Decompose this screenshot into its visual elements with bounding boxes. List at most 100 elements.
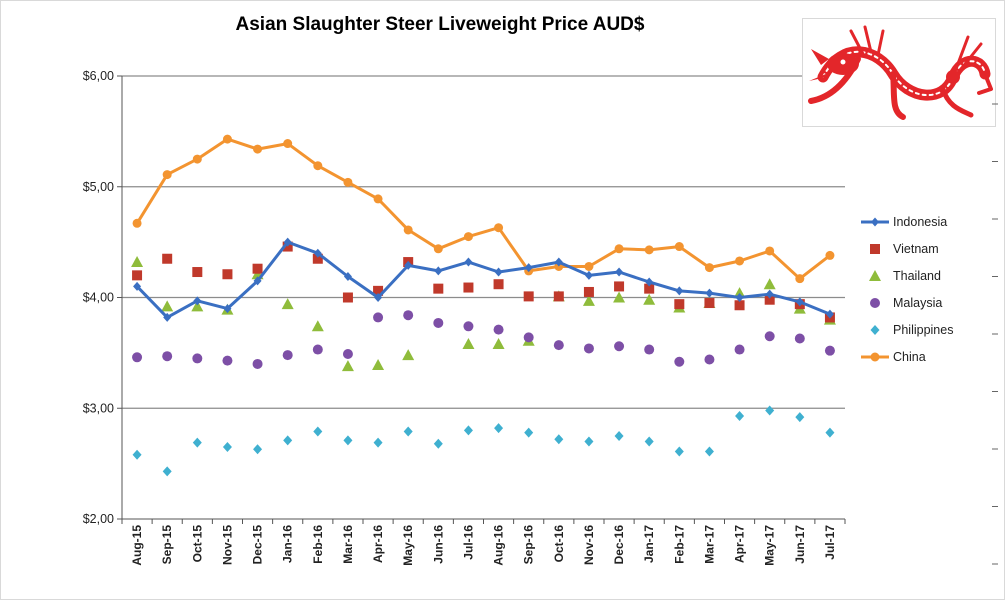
data-point [313, 161, 323, 171]
data-point [582, 294, 595, 306]
data-point [464, 257, 473, 267]
x-tick-label: Nov-15 [220, 525, 234, 565]
data-point [795, 297, 804, 307]
data-point [554, 257, 563, 267]
data-point [433, 244, 443, 254]
data-point [161, 300, 174, 312]
data-point [463, 425, 473, 436]
data-point [373, 437, 383, 448]
series-thailand [131, 256, 836, 372]
legend-marker [870, 352, 880, 362]
data-point [614, 281, 625, 292]
x-tick-label: Oct-16 [552, 525, 566, 563]
data-point [374, 293, 383, 302]
data-point [222, 269, 233, 280]
data-point [312, 344, 323, 355]
secondary-axis-ticks [992, 103, 998, 565]
data-point [253, 444, 263, 455]
data-point [132, 449, 142, 460]
data-point [583, 286, 594, 297]
data-point [192, 353, 203, 364]
data-point [524, 427, 534, 438]
data-point [765, 289, 774, 299]
data-point [342, 348, 353, 359]
data-point [494, 423, 504, 434]
data-point [162, 351, 173, 362]
data-point [403, 426, 413, 437]
data-point [434, 266, 443, 276]
data-point [824, 345, 835, 356]
series-line [136, 240, 831, 319]
data-point [735, 411, 745, 422]
data-point [343, 271, 352, 281]
x-tick-label: Mar-17 [702, 525, 716, 564]
data-point [193, 296, 202, 306]
data-point [342, 292, 353, 303]
data-point [795, 274, 805, 284]
data-point [162, 170, 172, 180]
data-point [644, 436, 654, 447]
x-tick-label: Feb-16 [311, 525, 325, 564]
legend-item: China [860, 349, 990, 376]
y-tick-label: $5,00 [83, 180, 114, 194]
data-point [644, 344, 655, 355]
data-point [825, 427, 835, 438]
data-point [675, 286, 684, 296]
data-point [583, 343, 594, 354]
data-point [372, 359, 385, 371]
data-point [433, 317, 444, 328]
x-tick-label: Dec-16 [612, 525, 626, 565]
data-point [252, 263, 263, 274]
data-point [341, 360, 354, 372]
data-point [492, 338, 505, 350]
data-point [615, 267, 624, 277]
x-tick-label: Jun-16 [431, 525, 445, 564]
data-point [283, 139, 293, 149]
x-tick-label: Dec-15 [251, 525, 265, 565]
legend-label: Indonesia [893, 215, 948, 229]
data-point [373, 312, 384, 323]
x-tick-label: Apr-16 [371, 525, 385, 563]
data-point [343, 177, 353, 187]
data-point [704, 298, 715, 309]
data-point [222, 442, 232, 453]
data-point [192, 267, 203, 278]
legend-swatch [861, 352, 889, 362]
data-point [313, 426, 323, 437]
data-point [192, 154, 202, 164]
data-point [524, 263, 533, 273]
data-point [765, 405, 775, 416]
data-point [282, 350, 293, 361]
data-point [312, 253, 323, 264]
data-point [735, 256, 745, 266]
legend-item: Malaysia [860, 295, 990, 322]
x-tick-label: Nov-16 [582, 525, 596, 565]
legend-label: China [893, 350, 926, 364]
data-point [162, 466, 172, 477]
data-point [674, 299, 685, 310]
series-china [132, 134, 835, 284]
legend-marker [869, 270, 881, 281]
data-point [132, 352, 143, 363]
data-point [523, 332, 534, 343]
legend-label: Thailand [893, 269, 941, 283]
legend-marker [871, 217, 879, 227]
legend: Indonesia Vietnam Thailand Malaysia Philippi… [860, 214, 990, 376]
x-tick-label: Sep-15 [160, 525, 174, 565]
data-point [281, 298, 294, 310]
data-point [404, 260, 413, 270]
data-point [223, 304, 232, 314]
x-tick-label: Aug-16 [492, 525, 506, 566]
data-point [825, 309, 834, 319]
data-point [222, 355, 233, 366]
data-point [373, 194, 383, 204]
dragon-icon [808, 25, 993, 120]
legend-item: Philippines [860, 322, 990, 349]
data-point [252, 358, 263, 369]
data-point [463, 232, 473, 242]
data-point [734, 300, 745, 311]
legend-item: Vietnam [860, 241, 990, 268]
data-point [493, 324, 504, 335]
data-point [373, 285, 384, 296]
